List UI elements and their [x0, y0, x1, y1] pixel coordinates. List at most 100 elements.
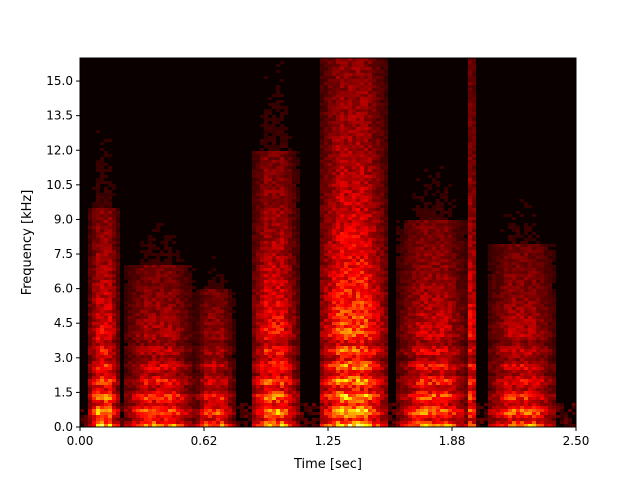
heatmap-cell — [220, 310, 224, 313]
heatmap-cell — [104, 334, 108, 337]
heatmap-cell — [136, 400, 140, 403]
heatmap-cell — [112, 424, 116, 427]
heatmap-cell — [92, 352, 96, 355]
heatmap-cell — [212, 346, 216, 349]
heatmap-cell — [360, 76, 364, 79]
heatmap-cell — [264, 112, 268, 115]
heatmap-cell — [168, 271, 172, 274]
heatmap-cell — [92, 274, 96, 277]
heatmap-cell — [268, 400, 272, 403]
heatmap-cell — [352, 172, 356, 175]
heatmap-cell — [168, 397, 172, 400]
heatmap-cell — [368, 106, 372, 109]
heatmap-cell — [320, 280, 324, 283]
heatmap-cell — [292, 187, 296, 190]
heatmap-cell — [344, 148, 348, 151]
heatmap-cell — [364, 205, 368, 208]
heatmap-cell — [132, 265, 136, 268]
heatmap-cell — [96, 352, 100, 355]
heatmap-cell — [192, 400, 196, 403]
heatmap-cell — [108, 415, 112, 418]
heatmap-cell — [172, 349, 176, 352]
heatmap-cell — [284, 229, 288, 232]
heatmap-cell — [344, 217, 348, 220]
heatmap-cell — [296, 169, 300, 172]
heatmap-cell — [364, 400, 368, 403]
heatmap-cell — [176, 337, 180, 340]
heatmap-cell — [288, 355, 292, 358]
heatmap-cell — [228, 316, 232, 319]
heatmap-cell — [100, 193, 104, 196]
heatmap-cell — [152, 358, 156, 361]
heatmap-cell — [340, 112, 344, 115]
heatmap-cell — [368, 124, 372, 127]
heatmap-cell — [132, 334, 136, 337]
heatmap-cell — [284, 409, 288, 412]
heatmap-cell — [92, 250, 96, 253]
heatmap-cell — [356, 187, 360, 190]
heatmap-cell — [364, 157, 368, 160]
heatmap-cell — [368, 217, 372, 220]
heatmap-cell — [268, 232, 272, 235]
heatmap-cell — [292, 391, 296, 394]
heatmap-cell — [320, 253, 324, 256]
heatmap-cell — [140, 376, 144, 379]
heatmap-cell — [268, 151, 272, 154]
heatmap-cell — [128, 340, 132, 343]
heatmap-cell — [140, 301, 144, 304]
heatmap-cell — [148, 355, 152, 358]
heatmap-cell — [320, 409, 324, 412]
heatmap-cell — [136, 298, 140, 301]
heatmap-cell — [324, 244, 328, 247]
heatmap-cell — [368, 400, 372, 403]
heatmap-cell — [324, 193, 328, 196]
heatmap-cell — [348, 79, 352, 82]
heatmap-cell — [368, 394, 372, 397]
heatmap-cell — [348, 289, 352, 292]
heatmap-cell — [188, 379, 192, 382]
heatmap-cell — [324, 340, 328, 343]
heatmap-cell — [268, 361, 272, 364]
heatmap-cell — [152, 268, 156, 271]
heatmap-cell — [292, 196, 296, 199]
heatmap-cell — [104, 187, 108, 190]
heatmap-cell — [324, 412, 328, 415]
heatmap-cell — [332, 148, 336, 151]
heatmap-cell — [92, 208, 96, 211]
heatmap-cell — [368, 199, 372, 202]
heatmap-cell — [368, 178, 372, 181]
heatmap-cell — [332, 196, 336, 199]
heatmap-cell — [348, 394, 352, 397]
heatmap-cell — [156, 265, 160, 268]
heatmap-cell — [92, 397, 96, 400]
heatmap-cell — [180, 277, 184, 280]
heatmap-cell — [152, 379, 156, 382]
heatmap-cell — [180, 397, 184, 400]
heatmap-cell — [336, 268, 340, 271]
heatmap-cell — [336, 154, 340, 157]
heatmap-cell — [264, 400, 268, 403]
heatmap-cell — [88, 394, 92, 397]
heatmap-cell — [332, 73, 336, 76]
heatmap-cell — [192, 295, 196, 298]
heatmap-cell — [272, 403, 276, 406]
heatmap-cell — [280, 304, 284, 307]
heatmap-cell — [112, 259, 116, 262]
heatmap-cell — [136, 370, 140, 373]
heatmap-cell — [220, 301, 224, 304]
heatmap-cell — [152, 313, 156, 316]
heatmap-cell — [360, 175, 364, 178]
heatmap-cell — [328, 394, 332, 397]
heatmap-cell — [132, 328, 136, 331]
heatmap-cell — [196, 307, 200, 310]
heatmap-cell — [300, 415, 304, 418]
heatmap-cell — [292, 241, 296, 244]
heatmap-cell — [356, 67, 360, 70]
heatmap-cell — [288, 271, 292, 274]
heatmap-cell — [224, 394, 228, 397]
heatmap-cell — [256, 337, 260, 340]
heatmap-cell — [340, 256, 344, 259]
heatmap-cell — [348, 205, 352, 208]
heatmap-cell — [324, 163, 328, 166]
heatmap-cell — [212, 406, 216, 409]
